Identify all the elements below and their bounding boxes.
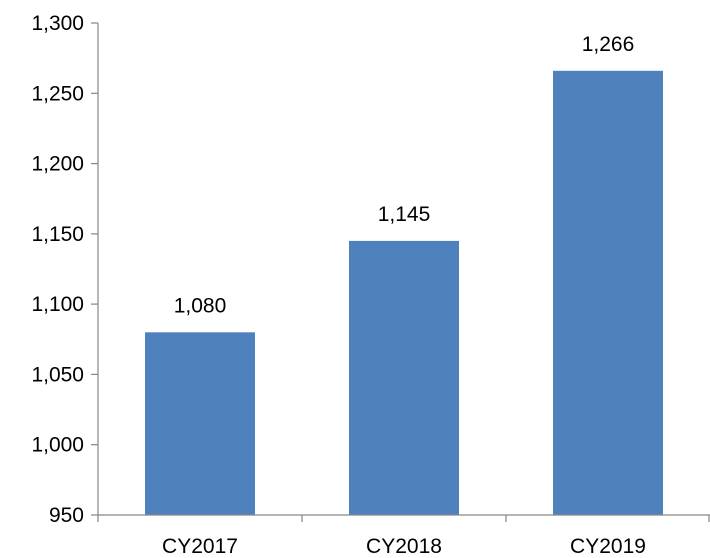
y-tick-label: 1,000 xyxy=(31,434,84,457)
bar-cy2018 xyxy=(349,240,459,515)
y-tick-label: 950 xyxy=(49,504,84,527)
bar-cy2017 xyxy=(145,332,255,515)
y-tick-label: 1,300 xyxy=(31,12,84,35)
data-label-cy2018: 1,145 xyxy=(378,203,431,226)
data-label-cy2017: 1,080 xyxy=(174,294,227,317)
bar-cy2019 xyxy=(553,70,663,516)
bar-group xyxy=(145,70,663,516)
y-tick-label: 1,100 xyxy=(31,293,84,316)
y-tick-label: 1,050 xyxy=(31,363,84,386)
y-tick-label: 1,150 xyxy=(31,223,84,246)
data-label-cy2019: 1,266 xyxy=(582,33,635,56)
x-tick-label-cy2017: CY2017 xyxy=(162,535,238,558)
x-tick-label-cy2019: CY2019 xyxy=(570,535,646,558)
y-tick-label: 1,200 xyxy=(31,153,84,176)
data-label-group: 1,080 1,145 1,266 xyxy=(174,33,635,317)
x-tick-label-cy2018: CY2018 xyxy=(366,535,442,558)
x-axis: CY2017 CY2018 CY2019 xyxy=(97,514,710,558)
y-tick-label: 1,250 xyxy=(31,82,84,105)
y-axis: 950 1,000 1,050 1,100 1,150 1,200 1,250 1,300 xyxy=(31,12,99,527)
